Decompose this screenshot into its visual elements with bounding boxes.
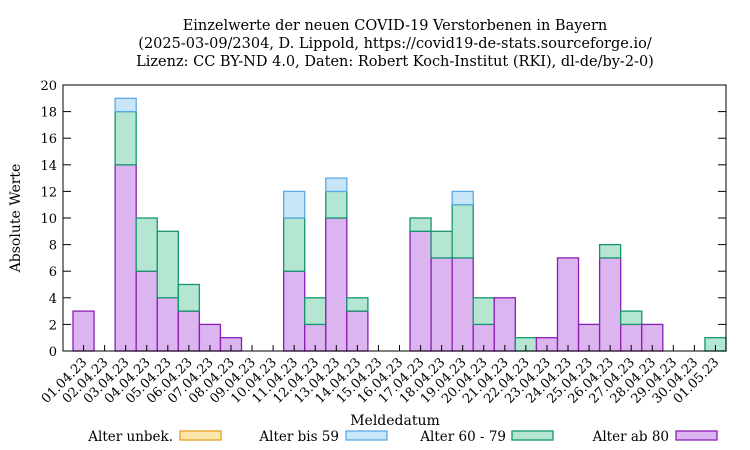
y-tick-label: 14 (40, 159, 57, 174)
bar-05.04.23-series-1 (156, 230, 179, 299)
bar-04.04.23-series-0 (135, 270, 158, 352)
bar-12.04.23-series-1 (304, 297, 327, 326)
y-tick-label: 16 (40, 132, 57, 147)
y-axis: 0 2 4 6 8 10 12 14 16 18 20 (40, 79, 726, 360)
bar-13.04.23-series-1 (325, 190, 348, 219)
bar-18.04.23-series-1 (430, 230, 453, 259)
bar-06.04.23-series-1 (177, 283, 201, 312)
bar-17.04.23-series-0 (409, 230, 432, 352)
bar-24.04.23-series-0 (556, 257, 580, 352)
title-line-2: (2025-03-09/2304, D. Lippold, https://co… (138, 36, 652, 52)
bar-21.04.23-series-0 (493, 297, 517, 352)
legend-label: Alter unbek. (87, 429, 173, 445)
y-tick-label: 10 (40, 212, 57, 227)
bar-27.04.23-series-1 (620, 310, 643, 326)
legend-swatch (345, 430, 388, 441)
bar-26.04.23-series-1 (598, 243, 622, 259)
legend: Alter unbek. Alter bis 59 Alter 60 - 79 Alt… (87, 429, 718, 445)
bar-11.04.23-series-2 (282, 190, 306, 219)
bar-19.04.23-series-0 (451, 257, 474, 352)
bar-05.04.23-series-0 (156, 297, 179, 352)
legend-label: Alter bis 59 (258, 429, 339, 445)
bar-03.04.23-series-0 (114, 164, 137, 352)
bar-18.04.23-series-0 (430, 257, 453, 352)
y-tick-label: 6 (49, 265, 57, 280)
bar-11.04.23-series-0 (282, 270, 306, 352)
y-tick-label: 2 (49, 318, 57, 333)
legend-swatch (511, 430, 554, 441)
y-tick-label: 12 (40, 185, 57, 200)
bar-14.04.23-series-1 (346, 297, 369, 312)
title-line-1: Einzelwerte der neuen COVID-19 Verstorbe… (183, 18, 608, 34)
x-axis-label: Meldedatum (350, 413, 440, 429)
bar-13.04.23-series-0 (325, 217, 348, 352)
bars-layer (72, 97, 727, 352)
y-tick-label: 8 (49, 239, 57, 254)
bar-03.04.23-series-1 (114, 110, 137, 166)
bar-19.04.23-series-2 (451, 190, 474, 206)
legend-label: Alter 60 - 79 (419, 429, 506, 445)
legend-label: Alter ab 80 (592, 429, 669, 445)
bar-13.04.23-series-2 (325, 177, 348, 193)
y-axis-label: Absolute Werte (8, 164, 24, 274)
title-line-3: Lizenz: CC BY-ND 4.0, Daten: Robert Koch… (136, 54, 654, 70)
bar-04.04.23-series-1 (135, 217, 158, 272)
y-tick-label: 20 (40, 79, 57, 94)
bar-03.04.23-series-2 (114, 97, 137, 113)
bar-26.04.23-series-0 (598, 257, 622, 352)
bar-11.04.23-series-1 (282, 217, 306, 272)
x-axis: 01.04.2302.04.2303.04.2304.04.2305.04.23… (39, 345, 722, 407)
y-tick-label: 18 (40, 106, 57, 121)
bar-20.04.23-series-1 (472, 297, 495, 326)
legend-swatch (179, 430, 222, 441)
y-tick-label: 0 (49, 345, 57, 360)
bar-19.04.23-series-1 (451, 204, 474, 259)
chart-title: Einzelwerte der neuen COVID-19 Verstorbe… (136, 18, 654, 70)
y-tick-label: 4 (49, 292, 57, 307)
bar-17.04.23-series-1 (409, 217, 432, 232)
legend-swatch (675, 430, 718, 441)
